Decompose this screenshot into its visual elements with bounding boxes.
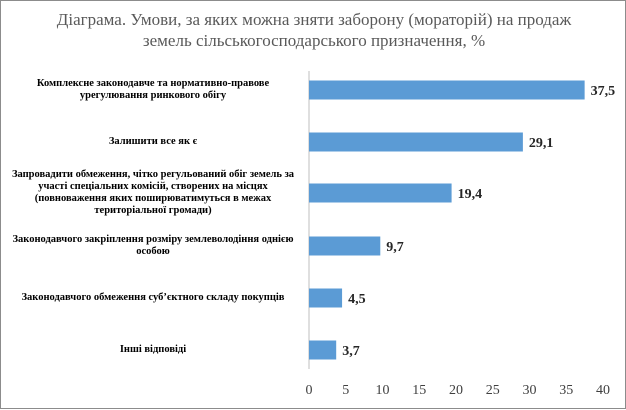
bar [309,80,585,100]
category-label: Законодавчого обмеження суб’єктного скла… [21,292,285,303]
bar [309,132,523,152]
x-tick-label: 5 [342,383,349,398]
category-label: Залишити все як є [108,136,198,147]
x-tick-label: 20 [449,383,463,398]
x-tick-label: 0 [306,383,313,398]
value-label: 3,7 [342,344,360,359]
x-tick-label: 25 [486,383,500,398]
value-label: 9,7 [386,240,404,255]
bar [309,236,381,256]
category-label: Інші відповіді [119,344,187,355]
x-tick-label: 15 [412,383,426,398]
x-tick-label: 40 [596,383,610,398]
bar [309,288,343,308]
x-tick-label: 35 [559,383,573,398]
value-label: 19,4 [458,187,483,202]
chart-title: Діаграма. Умови, за яких можна зняти заб… [21,9,607,51]
chart-title-line-1: Діаграма. Умови, за яких можна зняти заб… [56,10,572,29]
x-tick-label: 30 [523,383,537,398]
bar [309,340,337,360]
category-label: Комплексне законодавче та нормативно-пра… [36,78,270,101]
chart-title-line-2: земель сільськогосподарського призначенн… [142,31,486,50]
value-label: 4,5 [348,292,366,307]
value-label: 29,1 [529,136,554,151]
x-tick-label: 10 [376,383,390,398]
bar [309,183,452,203]
value-label: 37,5 [591,84,616,99]
category-label: Законодавчого закріплення розміру землев… [12,234,294,257]
category-label: Запровадити обмеження, чітко регульовани… [11,169,295,216]
